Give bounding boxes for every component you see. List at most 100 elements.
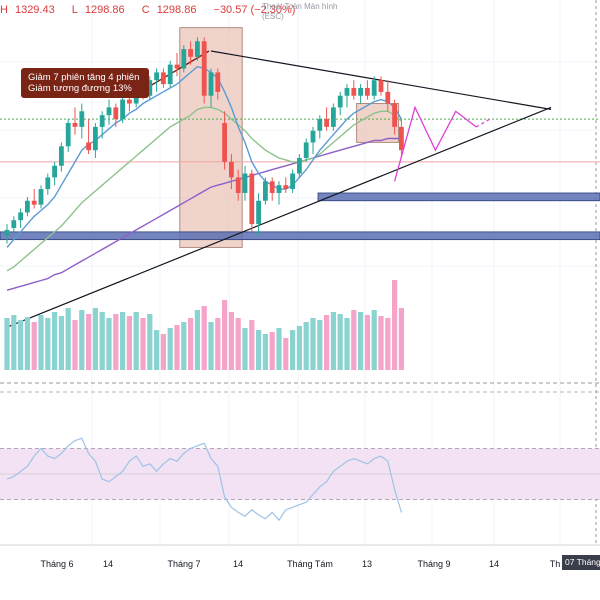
candle-down xyxy=(378,80,384,92)
volume-bar xyxy=(228,312,234,370)
volume-bar xyxy=(303,322,309,370)
volume-bar xyxy=(181,322,187,370)
candle-up xyxy=(317,119,323,131)
ohlc-readout: H 1329.43 L 1298.86 C 1298.86 −30.57 (−2.30… xyxy=(0,4,302,16)
horizontal-levels xyxy=(0,118,600,163)
volume-bar xyxy=(126,316,132,370)
volume-bar xyxy=(58,316,64,370)
highlight-box-0 xyxy=(179,27,243,248)
candle-up xyxy=(242,173,248,193)
volume-bar xyxy=(371,310,377,370)
annotation-callout[interactable]: Giảm 7 phiên tăng 4 phiên Giảm tương đươ… xyxy=(21,68,149,98)
high-value: 1329.43 xyxy=(14,4,55,16)
candle-down xyxy=(365,87,370,96)
volume-bar xyxy=(364,315,370,370)
candle-up xyxy=(331,107,336,127)
candle-down xyxy=(229,161,234,178)
volume-bar xyxy=(140,318,146,370)
candle-up xyxy=(52,165,57,178)
candle-up xyxy=(11,220,17,228)
annotation-line-1: Giảm 7 phiên tăng 4 phiên xyxy=(28,72,140,83)
volume-bar xyxy=(52,312,58,370)
volume-bar xyxy=(215,318,221,370)
volume-bar xyxy=(154,330,160,370)
candle-down xyxy=(324,119,329,127)
volume-bar xyxy=(167,328,173,370)
candle-up xyxy=(263,181,268,201)
volume-bar xyxy=(72,320,78,370)
volume-bar xyxy=(283,338,289,370)
volume-bar xyxy=(201,306,207,370)
exit-fullscreen-hint[interactable]: Thoát Toàn Màn hình (ESC) xyxy=(262,2,337,22)
candle-up xyxy=(256,200,261,225)
close-value: 1298.86 xyxy=(156,4,197,16)
volume-bar xyxy=(296,326,302,370)
high-label: H xyxy=(0,4,8,16)
candle-up xyxy=(93,126,98,151)
volume-bar xyxy=(337,314,343,370)
candle-down xyxy=(127,99,132,104)
volume-bar xyxy=(310,318,316,370)
candle-up xyxy=(25,200,30,213)
volume-bar xyxy=(385,318,391,370)
candle-down xyxy=(72,122,78,127)
candle-down xyxy=(385,91,391,104)
candle-down xyxy=(113,107,119,120)
volume-bar xyxy=(92,308,98,370)
rsi-panel xyxy=(0,437,600,546)
grid-lines xyxy=(0,0,600,545)
volume-bar xyxy=(392,280,398,370)
volume-bar xyxy=(160,334,166,370)
candle-down xyxy=(31,200,37,205)
exit-fullscreen-label: Thoát Toàn Màn hình xyxy=(262,2,338,11)
candlestick-series xyxy=(4,37,404,244)
candle-up xyxy=(358,87,363,96)
candle-up xyxy=(181,49,187,69)
volume-bar xyxy=(24,317,30,370)
candle-up xyxy=(337,95,343,108)
candle-down xyxy=(249,173,255,225)
triangle-lower-line xyxy=(6,106,552,328)
candle-up xyxy=(344,87,350,96)
volume-bar xyxy=(290,330,296,370)
volume-bar xyxy=(38,315,44,370)
volume-bar xyxy=(249,320,255,370)
candle-down xyxy=(188,49,193,57)
low-label: L xyxy=(71,4,78,16)
time-axis-tick-label: Tháng 7 xyxy=(167,559,200,569)
candle-up xyxy=(45,177,51,190)
volume-bar xyxy=(18,320,24,370)
candle-down xyxy=(235,177,241,193)
candle-down xyxy=(174,64,180,69)
candle-up xyxy=(208,72,214,96)
volume-bars xyxy=(4,280,404,370)
volume-bar xyxy=(133,312,139,370)
candle-down xyxy=(351,87,357,96)
candle-down xyxy=(215,72,221,92)
volume-bar xyxy=(120,312,126,370)
volume-bar xyxy=(344,318,350,370)
candle-up xyxy=(195,41,200,57)
volume-bar xyxy=(358,312,364,370)
volume-bar xyxy=(324,315,330,370)
time-axis-tick-label: Tháng 6 xyxy=(40,559,73,569)
ma-mid-line xyxy=(6,106,402,272)
candle-up xyxy=(371,80,377,96)
volume-bar xyxy=(31,322,37,370)
candle-up xyxy=(4,229,10,236)
time-axis-tick-label: Tháng 9 xyxy=(417,559,450,569)
volume-bar xyxy=(4,318,10,370)
support-zones xyxy=(0,192,600,241)
time-axis-tick-label: Th xyxy=(550,559,561,569)
support-zone-0 xyxy=(317,192,600,202)
candle-up xyxy=(18,212,23,221)
candle-down xyxy=(399,126,404,151)
candle-down xyxy=(86,142,91,151)
candle-up xyxy=(276,185,282,193)
candle-down xyxy=(161,72,166,85)
volume-bar xyxy=(269,332,275,370)
ma-slow-line xyxy=(6,137,402,291)
volume-bar xyxy=(79,310,85,370)
volume-bar xyxy=(351,310,357,370)
volume-bar xyxy=(147,314,153,370)
